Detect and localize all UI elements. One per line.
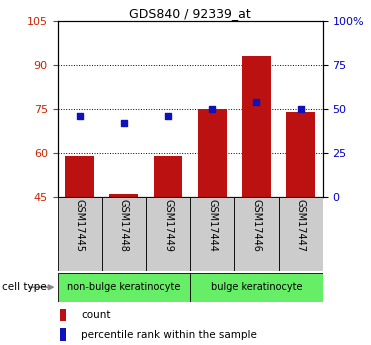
Bar (60, 328, 66, 341)
Text: bulge keratinocyte: bulge keratinocyte (211, 282, 302, 292)
Bar (198, 109, 227, 197)
Text: GSM17447: GSM17447 (296, 199, 306, 252)
Point (165, 113, 171, 118)
Text: percentile rank within the sample: percentile rank within the sample (81, 330, 257, 339)
Bar (102, 197, 146, 271)
Bar (58, 273, 190, 302)
Bar (234, 197, 279, 271)
Text: cell type: cell type (2, 282, 46, 292)
Point (209, 106, 215, 111)
Title: GDS840 / 92339_at: GDS840 / 92339_at (129, 7, 251, 20)
Point (77, 113, 83, 118)
Text: GSM17448: GSM17448 (119, 199, 129, 252)
Point (121, 120, 127, 126)
Bar (60, 308, 66, 321)
Bar (154, 156, 183, 197)
Point (298, 106, 303, 111)
Bar (279, 197, 323, 271)
Bar (65, 156, 94, 197)
Bar (109, 194, 138, 197)
Text: GSM17449: GSM17449 (163, 199, 173, 252)
Text: non-bulge keratinocyte: non-bulge keratinocyte (67, 282, 181, 292)
Point (253, 99, 259, 105)
Bar (58, 197, 102, 271)
Bar (190, 273, 323, 302)
Text: GSM17445: GSM17445 (75, 199, 85, 252)
Bar (146, 197, 190, 271)
Text: count: count (81, 310, 111, 320)
Bar (286, 112, 315, 197)
Bar (242, 56, 271, 197)
Bar (190, 197, 234, 271)
Text: GSM17444: GSM17444 (207, 199, 217, 252)
Text: GSM17446: GSM17446 (252, 199, 262, 252)
